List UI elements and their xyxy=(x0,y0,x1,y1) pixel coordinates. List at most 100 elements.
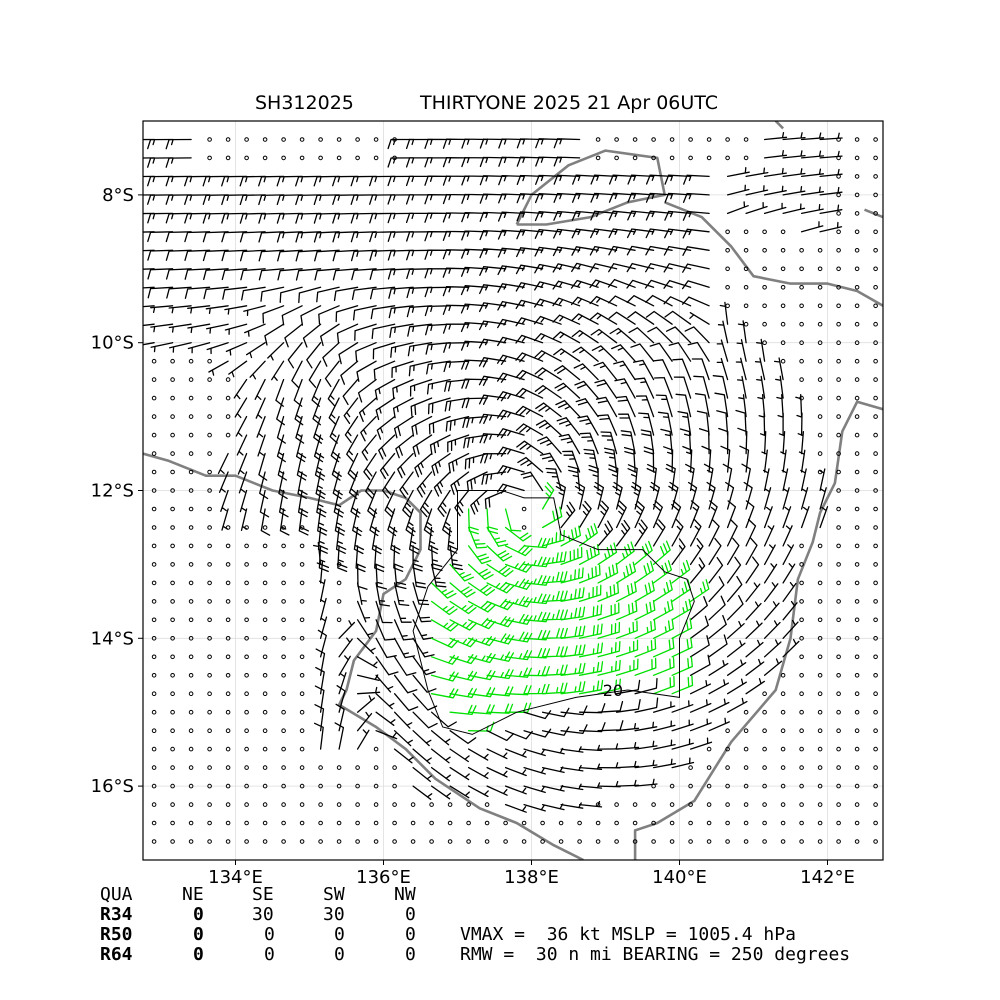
wind-barb xyxy=(726,595,744,621)
calm-marker xyxy=(836,395,841,401)
calm-marker xyxy=(706,155,712,161)
calm-marker xyxy=(836,709,841,715)
calm-marker xyxy=(836,432,841,438)
calm-marker xyxy=(373,746,379,752)
wind-barb xyxy=(515,352,544,363)
calm-marker xyxy=(225,617,231,623)
wind-barb xyxy=(350,489,361,518)
r50-nw: 0 xyxy=(405,924,416,945)
calm-marker xyxy=(799,783,804,789)
wind-barb xyxy=(165,138,192,150)
calm-marker xyxy=(225,414,231,419)
wind-barb xyxy=(782,506,792,529)
wind-barb xyxy=(645,245,673,256)
header-sw: SW xyxy=(323,884,345,905)
calm-marker xyxy=(780,321,786,327)
wind-barb xyxy=(560,802,584,809)
wind-barb xyxy=(314,685,325,713)
calm-marker xyxy=(854,580,860,586)
wind-barb xyxy=(745,500,755,529)
calm-marker xyxy=(244,746,249,752)
calm-marker xyxy=(817,746,823,752)
calm-marker xyxy=(262,617,268,623)
calm-marker xyxy=(281,617,286,623)
wind-barb xyxy=(412,563,427,589)
calm-marker xyxy=(262,636,268,641)
wind-barb xyxy=(258,249,285,262)
wind-barb xyxy=(560,501,576,529)
wind-barb xyxy=(668,481,679,510)
calm-marker xyxy=(780,691,786,697)
calm-marker xyxy=(355,765,360,770)
calm-marker xyxy=(725,155,730,161)
calm-marker xyxy=(817,765,823,770)
calm-marker xyxy=(207,525,212,530)
calm-marker xyxy=(854,248,860,253)
wind-barb xyxy=(297,471,308,499)
wind-barb xyxy=(782,525,793,547)
wind-barb xyxy=(726,575,743,603)
wind-barb xyxy=(295,268,322,281)
header-se: SE xyxy=(252,884,274,905)
wind-barb xyxy=(497,300,525,311)
calm-marker xyxy=(854,746,860,752)
wind-barb xyxy=(430,730,451,746)
wind-barb-strong xyxy=(486,526,509,547)
calm-marker xyxy=(836,155,841,161)
calm-marker xyxy=(244,654,249,660)
calm-marker xyxy=(225,802,231,807)
wind-barb xyxy=(523,728,552,738)
wind-barb xyxy=(672,358,692,381)
calm-marker xyxy=(188,451,194,456)
wind-barb xyxy=(608,464,619,492)
calm-marker xyxy=(873,820,878,826)
wind-barb xyxy=(652,758,676,769)
r50-ne: 0 xyxy=(193,924,204,945)
wind-barb xyxy=(302,323,322,348)
calm-marker xyxy=(188,617,194,623)
calm-marker xyxy=(281,137,286,142)
calm-marker xyxy=(780,358,786,364)
calm-marker xyxy=(188,414,194,419)
calm-marker xyxy=(151,432,157,438)
calm-marker xyxy=(336,562,342,567)
calm-marker xyxy=(873,728,878,734)
rmw-bearing-line: RMW = 30 n mi BEARING = 250 degrees xyxy=(460,944,851,965)
wind-barb-strong xyxy=(486,598,515,611)
wind-barb xyxy=(454,489,470,517)
calm-marker xyxy=(854,469,860,475)
wind-barb xyxy=(147,286,174,299)
wind-barb xyxy=(496,354,525,365)
wind-barb xyxy=(343,397,359,425)
calm-marker xyxy=(244,525,249,530)
calm-marker xyxy=(392,765,397,770)
calm-marker xyxy=(595,155,601,161)
coastline xyxy=(337,489,584,860)
calm-marker xyxy=(151,783,157,789)
wind-barb xyxy=(187,305,211,314)
wind-barb xyxy=(504,785,527,795)
wind-barb-strong xyxy=(541,571,568,584)
calm-marker xyxy=(762,266,767,272)
calm-marker xyxy=(299,765,305,770)
calm-marker xyxy=(836,321,841,327)
wind-barb xyxy=(376,415,396,440)
calm-marker xyxy=(281,673,286,678)
wind-barb xyxy=(745,639,764,658)
calm-marker xyxy=(188,562,194,567)
wind-barb xyxy=(652,359,673,381)
wind-barb xyxy=(317,526,329,554)
wind-barb xyxy=(410,397,433,417)
wind-barb xyxy=(575,398,599,418)
wind-barb xyxy=(393,637,416,659)
r64-ne: 0 xyxy=(193,944,204,965)
calm-marker xyxy=(225,820,231,826)
vmax-mslp-line: VMAX = 36 kt MSLP = 1005.4 hPa xyxy=(460,924,796,945)
wind-barb xyxy=(739,445,750,473)
wind-barb xyxy=(708,679,730,695)
wind-barb xyxy=(375,582,391,607)
wind-barb xyxy=(775,375,784,399)
wind-barb xyxy=(318,545,330,573)
wind-barb xyxy=(652,739,676,750)
